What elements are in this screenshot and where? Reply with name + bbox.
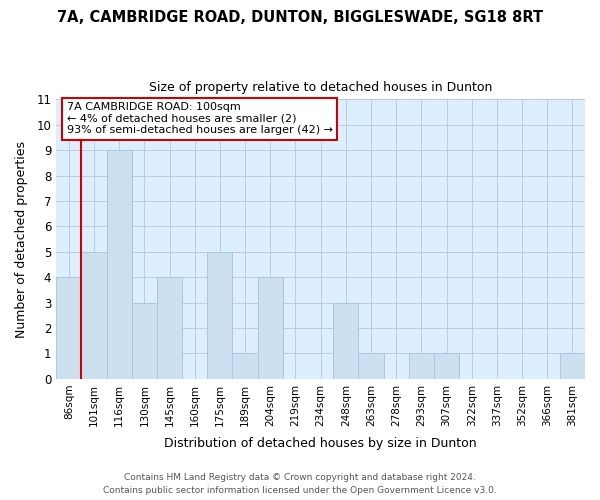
Bar (157, 278, 182, 379)
Bar (56, 278, 82, 379)
Bar (82, 252, 107, 379)
Bar (409, 354, 434, 379)
Text: 7A CAMBRIDGE ROAD: 100sqm
← 4% of detached houses are smaller (2)
93% of semi-de: 7A CAMBRIDGE ROAD: 100sqm ← 4% of detach… (67, 102, 333, 136)
Bar (132, 302, 157, 379)
Bar (207, 252, 232, 379)
Bar (560, 354, 585, 379)
Bar (107, 150, 132, 379)
Bar (232, 354, 257, 379)
Bar (434, 354, 459, 379)
Title: Size of property relative to detached houses in Dunton: Size of property relative to detached ho… (149, 81, 492, 94)
X-axis label: Distribution of detached houses by size in Dunton: Distribution of detached houses by size … (164, 437, 477, 450)
Y-axis label: Number of detached properties: Number of detached properties (15, 140, 28, 338)
Text: 7A, CAMBRIDGE ROAD, DUNTON, BIGGLESWADE, SG18 8RT: 7A, CAMBRIDGE ROAD, DUNTON, BIGGLESWADE,… (57, 10, 543, 25)
Text: Contains HM Land Registry data © Crown copyright and database right 2024.
Contai: Contains HM Land Registry data © Crown c… (103, 474, 497, 495)
Bar (257, 278, 283, 379)
Bar (358, 354, 383, 379)
Bar (333, 302, 358, 379)
